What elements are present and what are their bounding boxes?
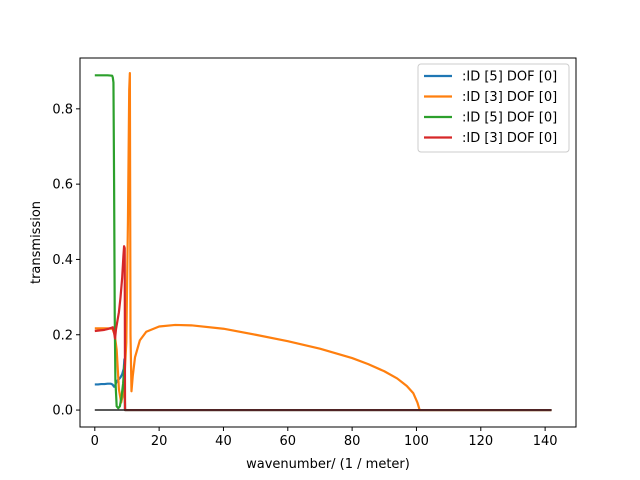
x-tick-label: 100: [404, 434, 429, 449]
x-tick-label: 40: [215, 434, 232, 449]
y-tick-label: 0.2: [52, 328, 73, 343]
y-tick-label: 0.4: [52, 253, 73, 268]
x-tick-label: 60: [280, 434, 297, 449]
x-tick-label: 20: [151, 434, 168, 449]
x-tick-label: 80: [344, 434, 361, 449]
legend-label: :ID [5] DOF [0]: [462, 70, 557, 85]
x-tick-label: 140: [533, 434, 558, 449]
plot-frame: [79, 57, 577, 428]
legend: :ID [5] DOF [0] :ID [3] DOF [0] :ID [5] DO…: [417, 63, 570, 153]
y-axis-label: transmission: [29, 201, 44, 284]
x-tick-label: 120: [468, 434, 493, 449]
plot-lines: [94, 71, 552, 412]
y-tick-label: 0.8: [52, 102, 73, 117]
x-axis-label: wavenumber/ (1 / meter): [246, 457, 410, 472]
x-tick-label: 0: [91, 434, 99, 449]
x-axis: 0 20 40 60 80 100 120 140: [91, 427, 558, 449]
y-tick-label: 0.0: [52, 404, 73, 419]
legend-box: [417, 63, 570, 153]
y-tick-label: 0.6: [52, 178, 73, 193]
legend-label: :ID [3] DOF [0]: [462, 131, 557, 146]
series-line-2: [94, 71, 552, 412]
y-axis: 0.0 0.2 0.4 0.6 0.8: [52, 102, 80, 419]
legend-label: :ID [5] DOF [0]: [462, 111, 557, 126]
legend-label: :ID [3] DOF [0]: [462, 90, 557, 105]
